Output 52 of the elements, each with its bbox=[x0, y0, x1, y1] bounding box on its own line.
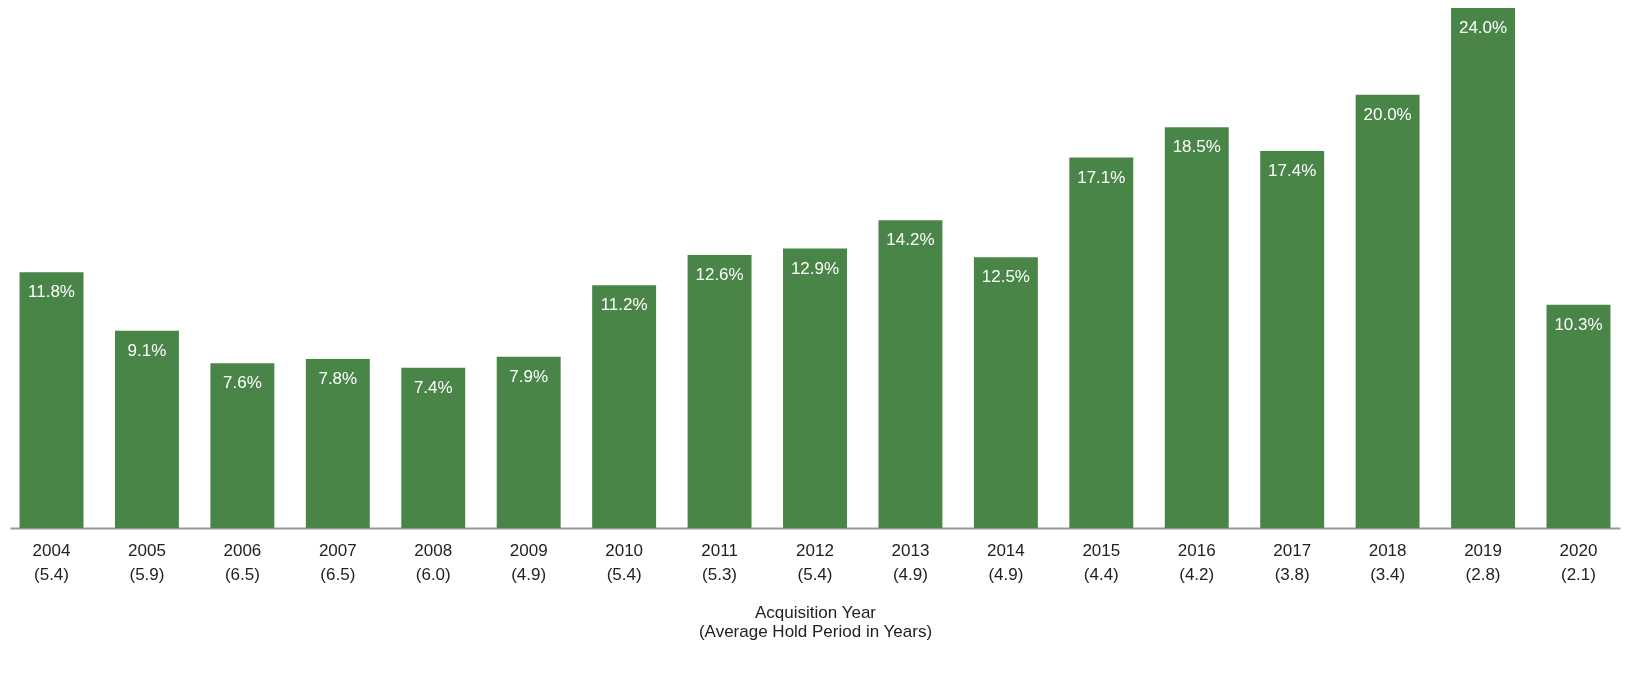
bar bbox=[973, 257, 1038, 528]
bar bbox=[1451, 8, 1516, 528]
x-tick-label: 2010 (5.4) bbox=[605, 540, 644, 584]
data-label: 11.8% bbox=[28, 282, 75, 302]
data-label: 7.9% bbox=[509, 366, 549, 386]
x-axis-title: Acquisition Year (Average Hold Period in Years) bbox=[698, 602, 933, 641]
data-label: 12.5% bbox=[981, 267, 1030, 287]
data-label: 7.6% bbox=[223, 373, 262, 393]
x-tick-label: 2012 (5.4) bbox=[796, 540, 834, 584]
data-label: 10.3% bbox=[1554, 314, 1603, 334]
x-tick-label: 2020 (2.1) bbox=[1559, 540, 1598, 584]
x-tick-label: 2004 (5.4) bbox=[32, 540, 71, 584]
data-label: 7.4% bbox=[413, 377, 453, 397]
data-label: 12.6% bbox=[695, 265, 744, 284]
bar bbox=[783, 248, 847, 528]
x-tick-label: 2019 (2.8) bbox=[1464, 540, 1502, 584]
x-tick-label: 2005 (5.9) bbox=[128, 540, 166, 584]
x-tick-label: 2006 (6.5) bbox=[223, 540, 262, 584]
x-tick-label: 2017 (3.8) bbox=[1273, 540, 1312, 584]
bar bbox=[401, 367, 466, 528]
x-tick-label: 2015 (4.4) bbox=[1082, 540, 1121, 584]
bar bbox=[592, 285, 657, 528]
data-label: 17.4% bbox=[1268, 161, 1317, 180]
data-label: 18.5% bbox=[1172, 137, 1221, 157]
x-tick-label: 2014 (4.9) bbox=[986, 540, 1025, 584]
data-label: 7.8% bbox=[318, 369, 358, 388]
bar bbox=[1069, 157, 1134, 528]
x-tick-label: 2008 (6.0) bbox=[414, 540, 453, 584]
data-label: 14.2% bbox=[886, 230, 935, 250]
bar bbox=[210, 363, 275, 528]
bar bbox=[496, 356, 561, 528]
x-tick-label: 2009 (4.9) bbox=[509, 540, 548, 584]
x-tick-label: 2013 (4.9) bbox=[891, 540, 930, 584]
bar bbox=[687, 255, 752, 528]
x-tick-label: 2018 (3.4) bbox=[1368, 540, 1407, 584]
bar bbox=[19, 272, 84, 528]
data-label: 17.1% bbox=[1077, 167, 1126, 187]
data-label: 20.0% bbox=[1363, 104, 1412, 124]
data-label: 12.9% bbox=[790, 258, 840, 278]
bar bbox=[114, 330, 179, 528]
data-label: 9.1% bbox=[127, 340, 167, 360]
bar bbox=[878, 220, 943, 528]
x-tick-label: 2007 (6.5) bbox=[318, 540, 357, 584]
x-tick-label: 2016 (4.2) bbox=[1177, 540, 1216, 584]
bar bbox=[1546, 304, 1611, 528]
bar bbox=[1260, 151, 1325, 528]
bar bbox=[1164, 127, 1229, 528]
x-tick-label: 2011 (5.3) bbox=[701, 540, 738, 584]
data-label: 24.0% bbox=[1458, 18, 1508, 37]
data-label: 11.2% bbox=[600, 295, 648, 315]
bar bbox=[1355, 94, 1420, 528]
bar bbox=[305, 359, 370, 528]
